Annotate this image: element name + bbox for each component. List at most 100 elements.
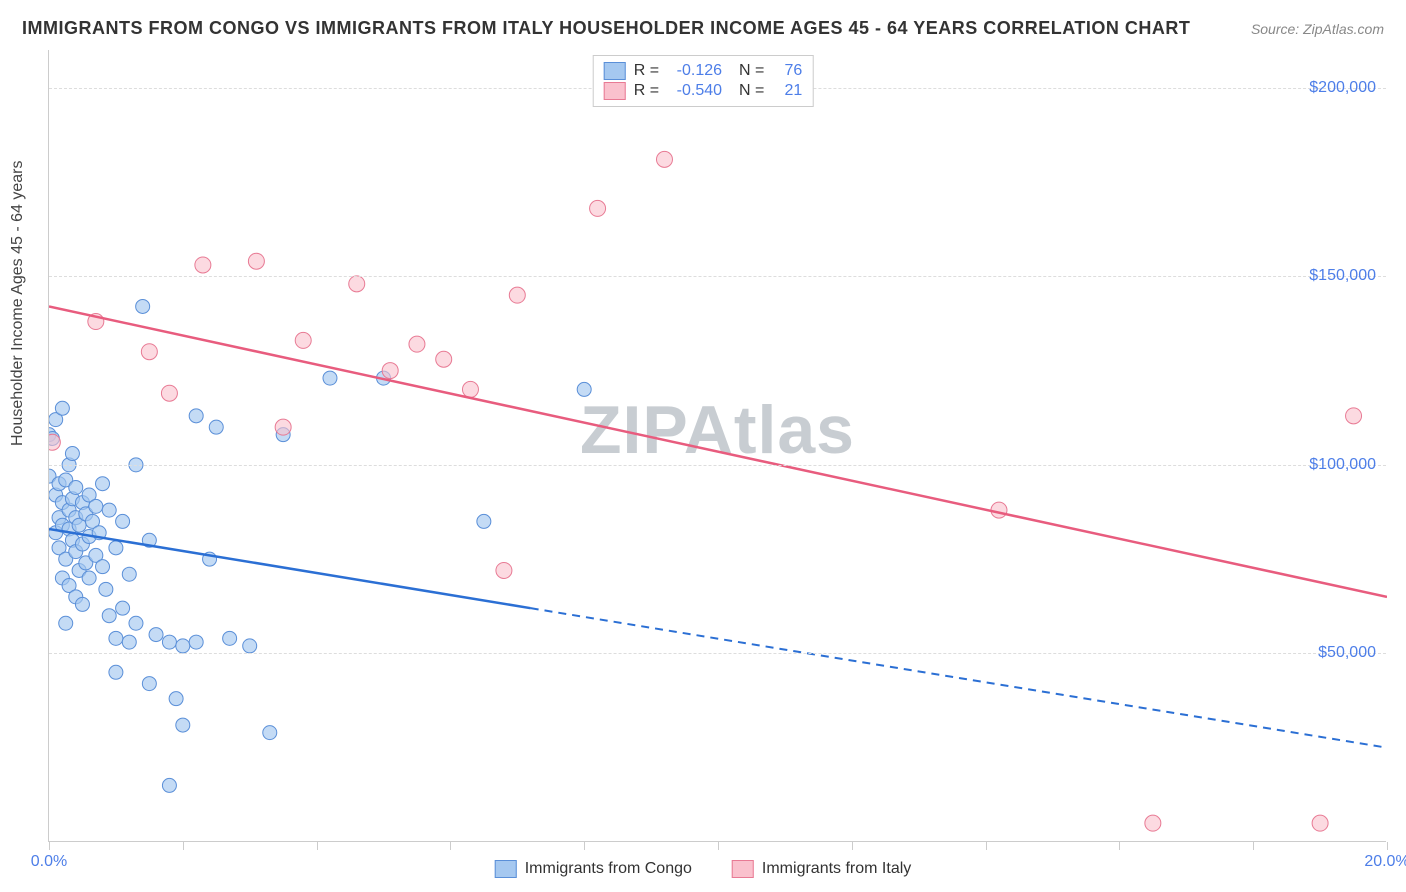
scatter-point	[161, 385, 177, 401]
legend-r-value: -0.126	[667, 62, 722, 80]
legend-label: Immigrants from Congo	[525, 860, 692, 878]
legend-stat-row: R = -0.540 N = 21	[604, 82, 803, 100]
scatter-point	[109, 631, 123, 645]
scatter-point	[169, 692, 183, 706]
scatter-point	[65, 447, 79, 461]
scatter-point	[590, 200, 606, 216]
scatter-point	[176, 718, 190, 732]
scatter-point	[59, 616, 73, 630]
scatter-point	[295, 332, 311, 348]
scatter-point	[142, 677, 156, 691]
scatter-point	[82, 571, 96, 585]
scatter-point	[656, 151, 672, 167]
scatter-point	[323, 371, 337, 385]
legend-swatch	[604, 62, 626, 80]
x-tick	[183, 842, 184, 850]
scatter-point	[49, 434, 60, 450]
scatter-point	[141, 344, 157, 360]
scatter-point	[55, 401, 69, 415]
legend-swatch	[732, 860, 754, 878]
scatter-point	[509, 287, 525, 303]
gridline-h	[49, 465, 1386, 466]
scatter-point	[496, 562, 512, 578]
chart-container: IMMIGRANTS FROM CONGO VS IMMIGRANTS FROM…	[0, 0, 1406, 892]
scatter-point	[409, 336, 425, 352]
scatter-point	[149, 628, 163, 642]
scatter-point	[109, 541, 123, 555]
y-tick-label: $50,000	[1318, 644, 1376, 662]
source-label: Source: ZipAtlas.com	[1251, 21, 1384, 37]
scatter-point	[162, 778, 176, 792]
scatter-point	[436, 351, 452, 367]
x-tick	[718, 842, 719, 850]
scatter-point	[349, 276, 365, 292]
plot-area: ZIPAtlas $50,000$100,000$150,000$200,000…	[48, 50, 1386, 842]
scatter-point	[209, 420, 223, 434]
scatter-point	[89, 499, 103, 513]
legend-stat-row: R = -0.126 N = 76	[604, 62, 803, 80]
legend-n-value: 76	[772, 62, 802, 80]
scatter-point	[991, 502, 1007, 518]
y-axis-label: Householder Income Ages 45 - 64 years	[9, 161, 27, 447]
regression-line	[49, 529, 531, 608]
legend-r-value: -0.540	[667, 82, 722, 100]
y-tick-label: $200,000	[1309, 79, 1376, 97]
y-tick-label: $100,000	[1309, 456, 1376, 474]
legend-n-value: 21	[772, 82, 802, 100]
gridline-h	[49, 653, 1386, 654]
legend-swatch	[495, 860, 517, 878]
scatter-point	[243, 639, 257, 653]
legend-swatch	[604, 82, 626, 100]
scatter-point	[162, 635, 176, 649]
x-tick	[852, 842, 853, 850]
scatter-point	[1145, 815, 1161, 831]
y-tick-label: $150,000	[1309, 267, 1376, 285]
x-tick	[1119, 842, 1120, 850]
scatter-point	[1312, 815, 1328, 831]
legend-n-label: N =	[730, 62, 764, 80]
x-tick	[1253, 842, 1254, 850]
gridline-h	[49, 276, 1386, 277]
scatter-point	[116, 601, 130, 615]
svg-scatter-layer	[49, 50, 1387, 842]
scatter-point	[263, 726, 277, 740]
x-tick	[1387, 842, 1388, 850]
scatter-point	[122, 567, 136, 581]
scatter-point	[195, 257, 211, 273]
legend-r-label: R =	[634, 62, 659, 80]
scatter-point	[462, 381, 478, 397]
scatter-point	[116, 514, 130, 528]
legend-label: Immigrants from Italy	[762, 860, 911, 878]
legend-n-label: N =	[730, 82, 764, 100]
title-row: IMMIGRANTS FROM CONGO VS IMMIGRANTS FROM…	[22, 18, 1384, 39]
scatter-point	[136, 299, 150, 313]
legend-r-label: R =	[634, 82, 659, 100]
scatter-point	[99, 582, 113, 596]
x-tick	[317, 842, 318, 850]
scatter-point	[176, 639, 190, 653]
x-tick-label: 20.0%	[1364, 853, 1406, 871]
chart-title: IMMIGRANTS FROM CONGO VS IMMIGRANTS FROM…	[22, 18, 1190, 39]
legend-stats-box: R = -0.126 N = 76 R = -0.540 N = 21	[593, 55, 814, 107]
scatter-point	[189, 409, 203, 423]
scatter-point	[102, 503, 116, 517]
scatter-point	[382, 363, 398, 379]
scatter-point	[1346, 408, 1362, 424]
x-tick	[584, 842, 585, 850]
legend-item: Immigrants from Congo	[495, 860, 692, 878]
legend-bottom: Immigrants from Congo Immigrants from Ita…	[495, 860, 912, 878]
x-tick	[49, 842, 50, 850]
scatter-point	[75, 597, 89, 611]
regression-line-extrapolated	[531, 608, 1387, 748]
scatter-point	[275, 419, 291, 435]
scatter-point	[477, 514, 491, 528]
scatter-point	[189, 635, 203, 649]
scatter-point	[96, 477, 110, 491]
scatter-point	[96, 560, 110, 574]
scatter-point	[577, 382, 591, 396]
scatter-point	[223, 631, 237, 645]
scatter-point	[122, 635, 136, 649]
scatter-point	[109, 665, 123, 679]
legend-item: Immigrants from Italy	[732, 860, 911, 878]
scatter-point	[69, 480, 83, 494]
